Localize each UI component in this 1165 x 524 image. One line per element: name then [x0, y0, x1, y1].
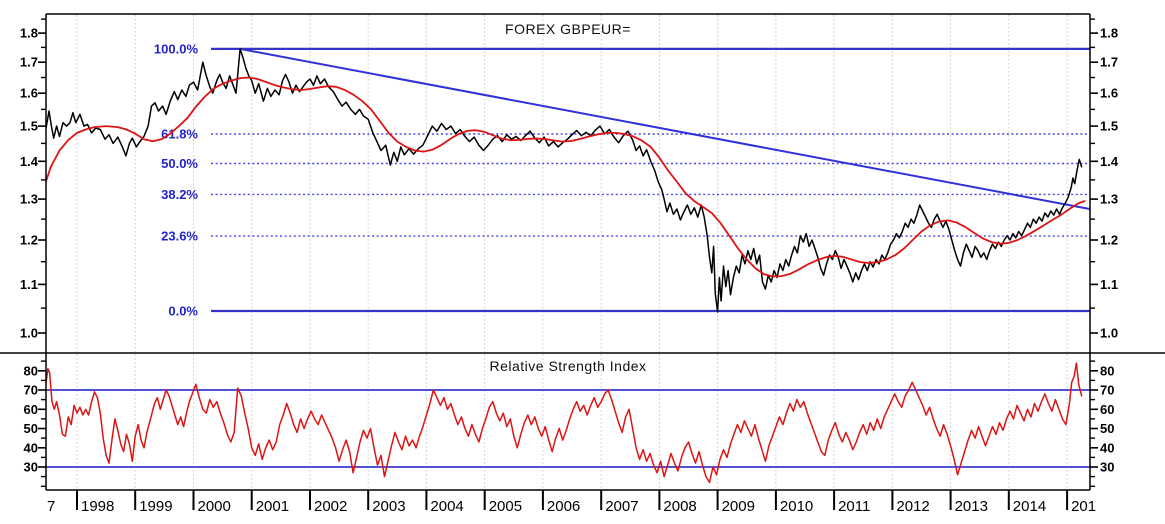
price-axis-label-right: 1.5	[1100, 119, 1118, 134]
rsi-axis-label-right: 40	[1100, 440, 1114, 455]
moving-average-line	[46, 76, 1086, 278]
price-axis-label-left: 1.3	[20, 192, 38, 207]
price-axis-label-left: 1.0	[20, 326, 38, 341]
price-panel-plot[interactable]	[46, 47, 1090, 313]
year-label-2002: 2002	[314, 498, 347, 515]
panel-frames	[0, 13, 1165, 491]
rsi-axis-label-left: 50	[24, 421, 38, 436]
rsi-series-line	[45, 362, 1083, 484]
year-label-2007: 2007	[605, 498, 638, 515]
price-axis-label-right: 1.2	[1100, 233, 1118, 248]
rsi-axis-label-left: 80	[24, 363, 38, 378]
price-axis-label-left: 1.5	[20, 119, 38, 134]
rsi-axis-label-left: 40	[24, 440, 38, 455]
fib-label-23.6%: 23.6%	[161, 229, 198, 244]
price-axis-label-right: 1.6	[1100, 86, 1118, 101]
fib-label-100.0%: 100.0%	[154, 41, 199, 56]
year-label-1999: 1999	[139, 498, 172, 515]
year-label-2011: 2011	[838, 498, 870, 515]
year-label-2000: 2000	[198, 498, 231, 515]
price-axis-label-left: 1.4	[20, 154, 39, 169]
year-label-2004: 2004	[430, 498, 463, 515]
year-label-2003: 2003	[372, 498, 405, 515]
rsi-axis-label-right: 50	[1100, 421, 1114, 436]
price-axis-label-right: 1.8	[1100, 26, 1118, 41]
rsi-axis-label-left: 60	[24, 402, 38, 417]
year-label-201: 201	[1071, 498, 1096, 515]
year-label-2010: 2010	[780, 498, 813, 515]
year-label-2009: 2009	[722, 498, 755, 515]
rsi-panel-title: Relative Strength Index	[489, 358, 646, 374]
price-axis-label-right: 1.0	[1100, 326, 1118, 341]
year-label-2008: 2008	[663, 498, 696, 515]
trendline	[239, 47, 1090, 210]
price-axis-label-left: 1.8	[20, 26, 38, 41]
rsi-axis-label-right: 70	[1100, 383, 1114, 398]
year-label-1998: 1998	[81, 498, 114, 515]
price-axis-label-right: 1.3	[1100, 192, 1118, 207]
year-label-7: 7	[47, 498, 55, 515]
axis-ticks-and-labels: 1.0 1.0 1.1 1.1 1.2 1.2 1.3 1.3 1.4 1.4 1.5 1.5 1.6 1…	[20, 18, 1119, 515]
year-label-2012: 2012	[896, 498, 929, 515]
year-label-2006: 2006	[547, 498, 580, 515]
fib-label-38.2%: 38.2%	[161, 187, 198, 202]
price-axis-label-right: 1.4	[1100, 154, 1119, 169]
year-label-2013: 2013	[955, 498, 988, 515]
price-axis-label-left: 1.6	[20, 86, 38, 101]
price-axis-label-left: 1.7	[20, 55, 38, 70]
price-series-line	[46, 48, 1083, 313]
rsi-axis-label-right: 80	[1100, 363, 1114, 378]
price-axis-label-left: 1.2	[20, 233, 38, 248]
rsi-axis-label-right: 60	[1100, 402, 1114, 417]
fib-label-50.0%: 50.0%	[161, 156, 198, 171]
fib-label-0.0%: 0.0%	[168, 304, 198, 319]
fibonacci-retracement-levels: 100.0% 61.8% 50.0% 38.2% 23.6% 0.0%	[154, 41, 1090, 319]
year-label-2001: 2001	[256, 498, 289, 515]
fib-label-61.8%: 61.8%	[161, 127, 198, 142]
price-panel-title: FOREX GBPEUR=	[505, 21, 631, 37]
year-label-2014: 2014	[1013, 498, 1046, 515]
price-axis-label-right: 1.7	[1100, 55, 1118, 70]
rsi-axis-label-left: 30	[24, 460, 38, 475]
rsi-axis-label-right: 30	[1100, 460, 1114, 475]
year-label-2005: 2005	[489, 498, 522, 515]
price-axis-label-right: 1.1	[1100, 277, 1118, 292]
price-axis-label-left: 1.1	[20, 277, 38, 292]
rsi-panel-plot[interactable]	[45, 362, 1090, 484]
rsi-axis-label-left: 70	[24, 383, 38, 398]
